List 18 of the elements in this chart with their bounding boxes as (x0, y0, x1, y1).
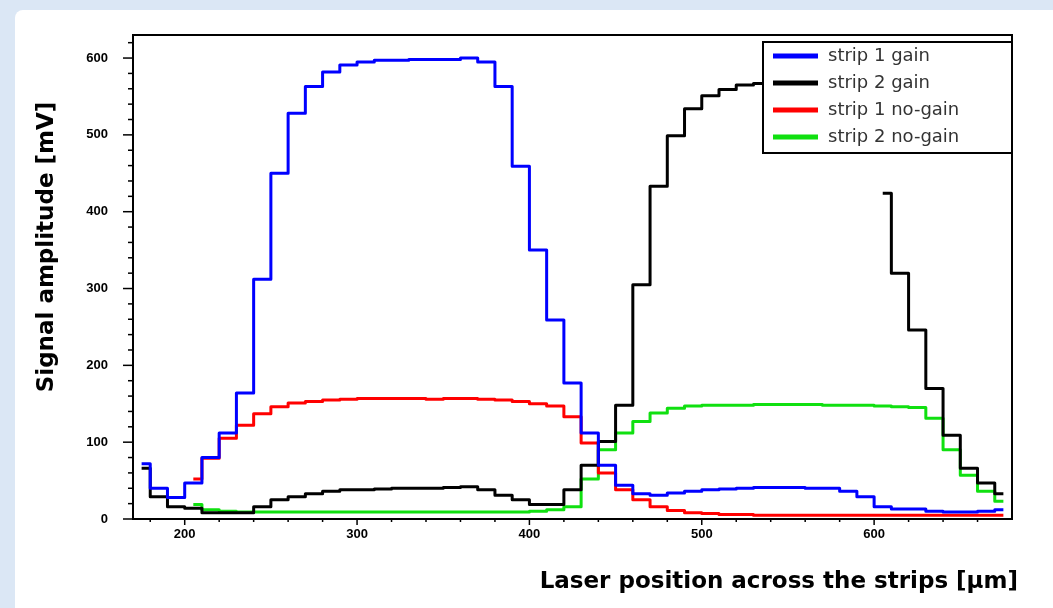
y-tick-label: 100 (86, 433, 108, 449)
x-tick-label: 300 (346, 526, 368, 542)
x-tick-label: 400 (518, 526, 541, 542)
x-tick-label: 200 (173, 526, 196, 542)
y-tick-label: 400 (86, 203, 108, 219)
y-tick-label: 0 (100, 510, 108, 526)
y-tick-label: 500 (86, 126, 108, 142)
y-tick-label: 200 (86, 356, 108, 372)
legend-label: strip 2 no-gain (828, 124, 960, 146)
x-axis-title: Laser position across the strips [μm] (539, 567, 1018, 593)
x-tick-label: 500 (690, 526, 713, 542)
x-tick-label: 600 (863, 526, 885, 542)
y-axis-title: Signal amplitude [mV] (31, 101, 58, 393)
legend-label: strip 1 no-gain (828, 97, 960, 119)
y-tick-label: 600 (86, 49, 108, 65)
legend-label: strip 1 gain (828, 43, 931, 65)
y-tick-label: 300 (86, 280, 108, 296)
series-label: strip 2 gain (828, 70, 931, 92)
